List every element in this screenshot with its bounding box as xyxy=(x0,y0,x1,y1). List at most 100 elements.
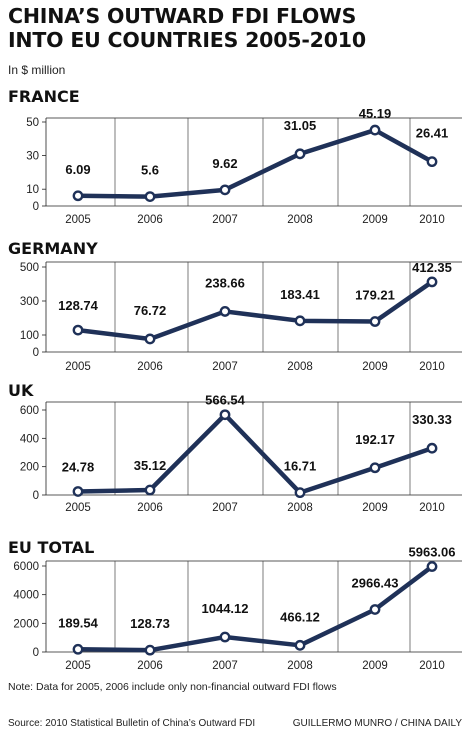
x-tick-label: 2010 xyxy=(419,214,445,226)
y-tick-label: 4000 xyxy=(13,590,39,602)
data-point xyxy=(294,487,306,499)
data-point xyxy=(144,333,156,345)
x-tick-label: 2010 xyxy=(419,502,445,514)
data-label: 2966.43 xyxy=(352,575,399,590)
data-point xyxy=(294,315,306,327)
unit-label: In $ million xyxy=(8,63,66,77)
credit-text: GUILLERMO MUNRO / CHINA DAILY xyxy=(292,718,462,729)
data-label: 16.71 xyxy=(284,459,317,474)
data-point xyxy=(219,306,231,317)
data-point xyxy=(72,643,84,655)
data-point xyxy=(294,148,306,160)
x-tick-label: 2006 xyxy=(137,361,163,373)
data-label: 1044.12 xyxy=(202,601,249,616)
x-tick-label: 2005 xyxy=(65,214,91,226)
x-tick-label: 2009 xyxy=(362,361,388,373)
x-tick-label: 2009 xyxy=(362,214,388,226)
data-label: 183.41 xyxy=(280,287,320,302)
y-tick-label: 10 xyxy=(26,184,39,196)
data-label: 192.17 xyxy=(355,432,395,447)
data-point xyxy=(144,191,156,202)
data-label: 45.19 xyxy=(359,106,392,121)
panel-title: FRANCE xyxy=(8,87,80,106)
y-tick-label: 300 xyxy=(20,296,39,308)
data-point xyxy=(369,604,381,615)
data-label: 238.66 xyxy=(205,275,245,290)
panel-title: UK xyxy=(8,381,34,400)
x-tick-label: 2007 xyxy=(212,660,238,672)
data-point xyxy=(369,124,381,136)
data-label: 35.12 xyxy=(134,458,167,473)
x-tick-label: 2007 xyxy=(212,502,238,514)
data-point xyxy=(72,190,84,202)
data-point xyxy=(72,486,84,497)
germany-chart: GERMANY 0 100 300 500 2005 2006 2007 2008 2009 201… xyxy=(8,239,462,373)
data-label: 128.74 xyxy=(58,298,99,313)
y-tick-label: 50 xyxy=(26,117,39,129)
chart-title: CHINA’S OUTWARD FDI FLOWS INTO EU COUNTR… xyxy=(8,4,463,52)
series-line xyxy=(75,564,435,653)
chart-title-line-1: CHINA’S OUTWARD FDI FLOWS xyxy=(8,4,357,28)
y-tick-label: 30 xyxy=(26,151,39,163)
data-label: 412.35 xyxy=(412,260,452,275)
data-point xyxy=(219,184,231,196)
panel-title: EU TOTAL xyxy=(8,538,94,557)
x-tick-label: 2005 xyxy=(65,502,91,514)
source-text: Source: 2010 Statistical Bulletin of Chi… xyxy=(8,718,256,729)
y-tick-label: 0 xyxy=(33,201,39,213)
eu-total-chart: EU TOTAL 0 2000 4000 6000 2005 2006 2007 2008 200… xyxy=(8,538,462,672)
x-tick-label: 2008 xyxy=(287,214,313,226)
data-point xyxy=(426,276,438,288)
france-chart: FRANCE 0 10 30 50 2005 2006 2007 2008 2009 2010 6.0… xyxy=(8,87,462,226)
data-point xyxy=(294,639,306,651)
data-label: 9.62 xyxy=(212,156,237,171)
data-label: 566.54 xyxy=(205,393,246,408)
x-tick-label: 2005 xyxy=(65,361,91,373)
y-tick-label: 400 xyxy=(20,433,39,445)
y-tick-label: 100 xyxy=(20,330,39,342)
x-tick-label: 2008 xyxy=(287,660,313,672)
data-label: 128.73 xyxy=(130,616,170,631)
y-tick-label: 500 xyxy=(20,262,39,274)
x-tick-label: 2006 xyxy=(137,502,163,514)
x-tick-label: 2008 xyxy=(287,361,313,373)
data-point xyxy=(219,631,231,643)
data-point xyxy=(144,484,156,496)
x-tick-label: 2009 xyxy=(362,502,388,514)
data-point xyxy=(426,442,438,454)
data-label: 76.72 xyxy=(134,303,167,318)
x-tick-label: 2010 xyxy=(419,361,445,373)
data-point xyxy=(219,409,231,421)
data-point xyxy=(426,156,438,168)
x-tick-label: 2006 xyxy=(137,214,163,226)
x-tick-label: 2007 xyxy=(212,214,238,226)
y-tick-label: 200 xyxy=(20,462,39,474)
series-line xyxy=(75,412,435,495)
series-line xyxy=(75,279,435,342)
data-label: 6.09 xyxy=(65,162,90,177)
data-label: 179.21 xyxy=(355,288,395,303)
x-tick-label: 2005 xyxy=(65,660,91,672)
data-point xyxy=(369,316,381,327)
data-label: 5963.06 xyxy=(409,545,456,560)
data-label: 466.12 xyxy=(280,609,320,624)
series-line xyxy=(75,127,435,199)
data-label: 31.05 xyxy=(284,118,317,133)
data-label: 24.78 xyxy=(62,459,95,474)
x-tick-label: 2009 xyxy=(362,660,388,672)
data-point xyxy=(144,644,156,656)
y-tick-label: 0 xyxy=(33,490,39,502)
data-point xyxy=(426,561,438,572)
uk-chart: UK 0 200 400 600 2005 2006 2007 2008 2009 2010 24.7… xyxy=(8,381,462,514)
panel-title: GERMANY xyxy=(8,239,98,258)
y-tick-label: 0 xyxy=(33,647,39,659)
data-label: 26.41 xyxy=(416,126,449,141)
y-tick-label: 6000 xyxy=(13,561,39,573)
x-tick-label: 2006 xyxy=(137,660,163,672)
data-label: 5.6 xyxy=(141,163,159,178)
y-tick-label: 2000 xyxy=(13,618,39,630)
data-label: 189.54 xyxy=(58,615,99,630)
x-tick-label: 2008 xyxy=(287,502,313,514)
data-label: 330.33 xyxy=(412,412,452,427)
x-tick-label: 2010 xyxy=(419,660,445,672)
